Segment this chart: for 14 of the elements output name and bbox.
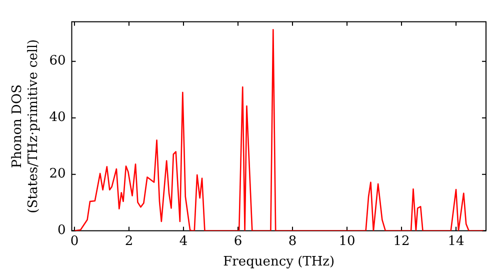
y-axis-title: Phonon DOS (States/THz·primitive cell) (10, 39, 41, 214)
x-tick-label: 0 (70, 234, 79, 249)
y-tick-label: 20 (49, 166, 66, 182)
x-tick-label: 8 (288, 234, 297, 249)
y-tick-label: 40 (49, 110, 66, 126)
x-tick-label: 14 (448, 234, 464, 249)
x-tick-label: 10 (338, 234, 356, 249)
x-tick-label: 2 (124, 234, 134, 249)
x-axis-title: Frequency (THz) (223, 254, 335, 270)
x-tick-label: 12 (393, 234, 410, 249)
x-tick-label: 6 (234, 234, 242, 249)
y-tick-label: 60 (49, 54, 66, 69)
y-tick-label: 0 (57, 223, 66, 238)
x-tick-label: 4 (179, 234, 188, 249)
